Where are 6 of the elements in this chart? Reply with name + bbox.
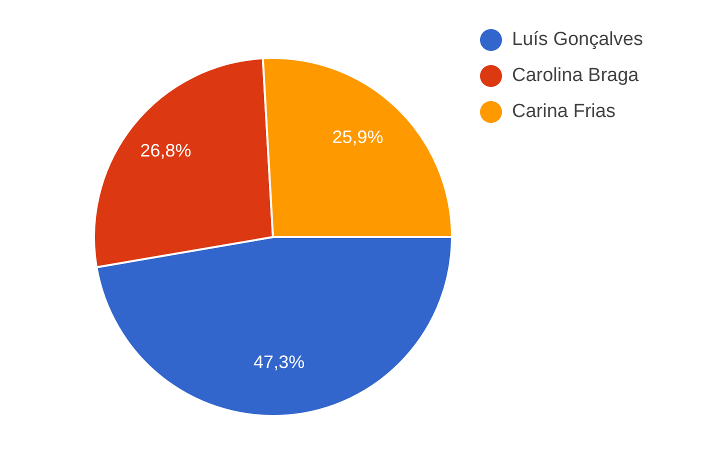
legend-label: Carina Frias (512, 101, 616, 122)
legend-label: Carolina Braga (512, 65, 639, 86)
legend-label: Luís Gonçalves (512, 29, 643, 50)
data-label: 26,8% (140, 140, 192, 161)
data-label: 47,3% (254, 352, 305, 372)
data-label: 25,9% (332, 127, 384, 148)
